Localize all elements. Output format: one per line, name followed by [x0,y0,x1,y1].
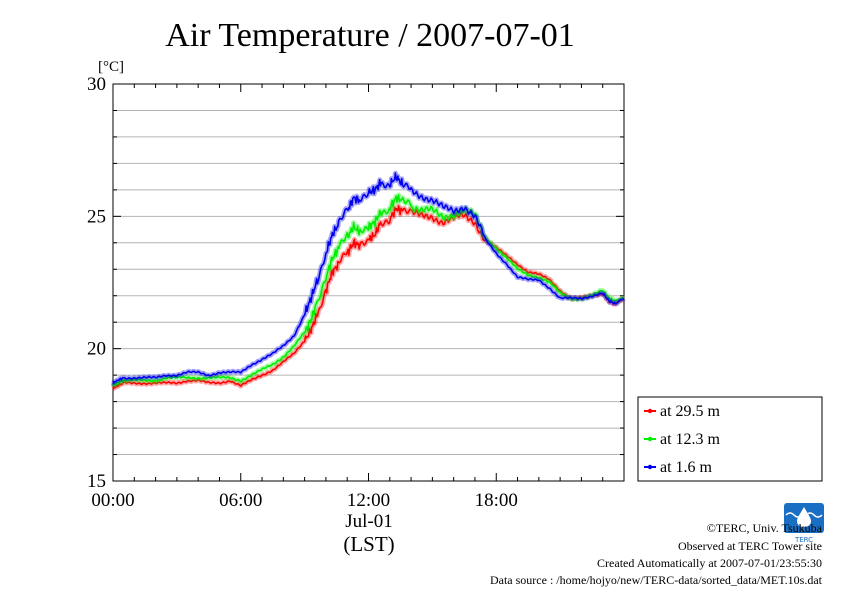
grid-lines [113,109,624,456]
y-tick-label: 25 [87,206,106,227]
legend-marker [647,408,653,414]
legend-label: at 12.3 m [660,431,721,448]
series-line [112,172,625,385]
x-tick-label: 12:00 [347,490,390,511]
legend-marker [647,436,653,442]
legend-label: at 29.5 m [660,403,721,420]
observed-text: Observed at TERC Tower site [678,539,822,553]
series-lines [110,170,626,391]
terc-logo: TERC [784,503,824,544]
y-tick-labels: 30 25 20 15 [87,74,106,492]
legend-marker [647,464,653,470]
wave-left-icon [785,512,803,518]
y-tick-label: 15 [87,471,106,492]
y-tick-label: 30 [87,74,106,95]
terc-logo-text: TERC [794,536,813,544]
series-line [112,205,625,390]
plot-area [112,83,625,482]
wave-right-icon [805,512,823,518]
x-axis-label: (LST) [343,532,394,556]
axis-ticks [112,83,625,482]
y-tick-label: 20 [87,339,106,360]
date-label: Jul-01 [345,511,393,532]
series-line [112,194,625,387]
created-text: Created Automatically at 2007-07-01/23:5… [597,556,822,570]
x-tick-labels: 00:00 06:00 12:00 18:00 [91,490,518,511]
y-axis-unit: [°C] [98,59,124,75]
chart-title: Air Temperature / 2007-07-01 [165,17,575,54]
data-source-text: Data source : /home/hojyo/new/TERC-data/… [490,573,823,587]
water-drop-icon [797,507,811,527]
x-tick-label: 00:00 [91,490,134,511]
legend-label: at 1.6 m [660,459,713,476]
x-tick-label: 06:00 [219,490,262,511]
legend: at 29.5 m at 12.3 m at 1.6 m [644,403,721,476]
x-tick-label: 18:00 [475,490,518,511]
legend-box [637,396,823,482]
copyright-text: ©TERC, Univ. Tsukuba [707,521,823,535]
